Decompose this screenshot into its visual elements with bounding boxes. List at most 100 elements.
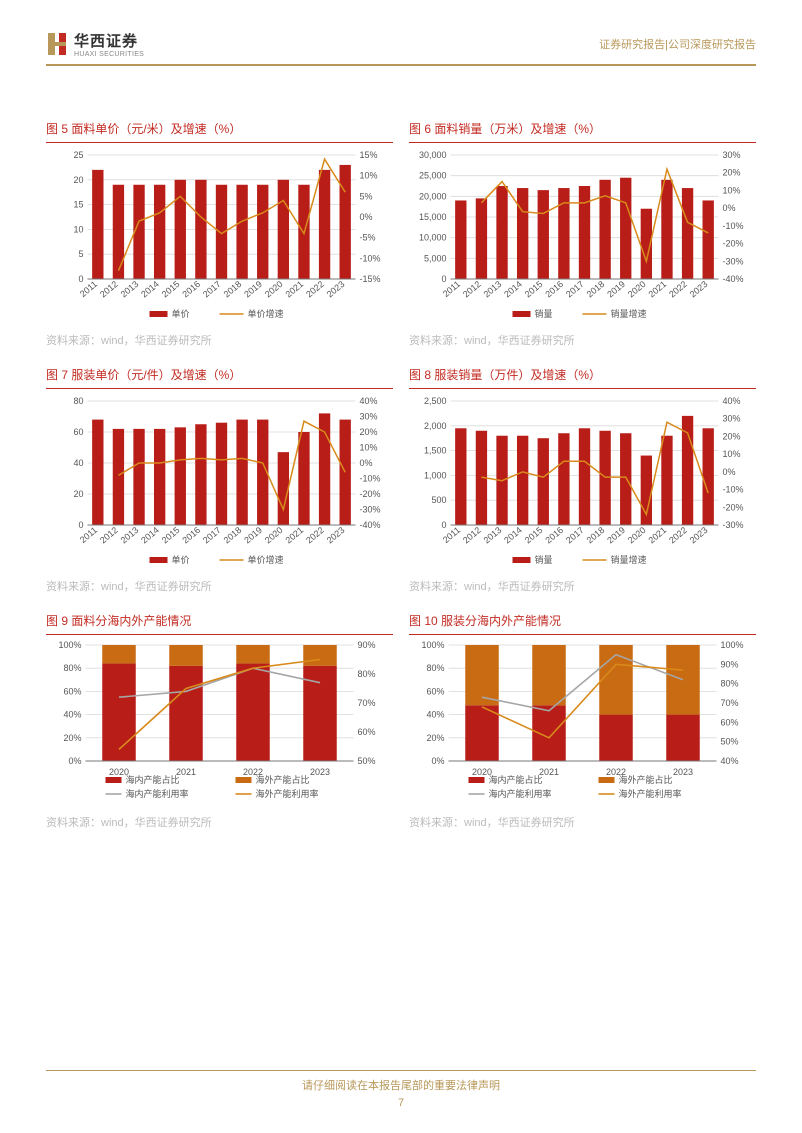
- svg-text:销量: 销量: [535, 308, 553, 319]
- svg-text:5%: 5%: [360, 191, 373, 201]
- svg-text:2014: 2014: [502, 279, 524, 300]
- svg-text:单价增速: 单价增速: [248, 554, 284, 565]
- svg-text:10%: 10%: [360, 171, 378, 181]
- svg-text:2013: 2013: [119, 279, 141, 300]
- svg-text:2018: 2018: [222, 279, 244, 300]
- svg-text:2017: 2017: [564, 279, 586, 300]
- svg-text:2022: 2022: [304, 525, 326, 546]
- fig8-chart: 05001,0001,5002,0002,500-30%-20%-10%0%10…: [409, 393, 756, 573]
- svg-text:2013: 2013: [482, 525, 504, 546]
- svg-text:海外产能占比: 海外产能占比: [619, 774, 673, 785]
- fig5-source: 资料来源：wind，华西证券研究所: [46, 327, 393, 362]
- svg-text:90%: 90%: [721, 659, 739, 669]
- svg-text:2017: 2017: [201, 525, 223, 546]
- svg-text:-10%: -10%: [360, 253, 381, 263]
- svg-text:-30%: -30%: [723, 256, 744, 266]
- svg-text:-20%: -20%: [723, 502, 744, 512]
- svg-text:2023: 2023: [688, 279, 710, 300]
- svg-text:2,500: 2,500: [424, 396, 447, 406]
- fig6-block: 图 6 面料销量（万米）及增速（%） 05,00010,00015,00020,…: [409, 116, 756, 362]
- svg-text:30%: 30%: [723, 150, 741, 160]
- page-header: 华西证券 HUAXI SECURITIES 证券研究报告|公司深度研究报告: [46, 30, 756, 66]
- svg-text:2013: 2013: [482, 279, 504, 300]
- svg-text:25,000: 25,000: [419, 171, 447, 181]
- svg-text:2016: 2016: [543, 525, 565, 546]
- svg-text:2014: 2014: [139, 525, 161, 546]
- svg-text:2019: 2019: [242, 279, 264, 300]
- svg-text:2017: 2017: [201, 279, 223, 300]
- svg-text:-10%: -10%: [360, 474, 381, 484]
- svg-text:2016: 2016: [180, 525, 202, 546]
- svg-text:2021: 2021: [283, 525, 305, 546]
- svg-text:40%: 40%: [723, 396, 741, 406]
- svg-text:40%: 40%: [63, 710, 81, 720]
- svg-text:0%: 0%: [360, 212, 373, 222]
- svg-text:50%: 50%: [358, 756, 376, 766]
- svg-text:-10%: -10%: [723, 221, 744, 231]
- svg-text:20: 20: [73, 175, 83, 185]
- svg-text:2021: 2021: [646, 279, 668, 300]
- svg-text:2021: 2021: [283, 279, 305, 300]
- svg-text:10%: 10%: [360, 443, 378, 453]
- svg-text:2023: 2023: [325, 525, 347, 546]
- svg-text:销量增速: 销量增速: [611, 308, 647, 319]
- fig9-chart: 0%20%40%60%80%100%50%60%70%80%90%2020202…: [46, 639, 393, 809]
- svg-text:80%: 80%: [63, 663, 81, 673]
- svg-text:销量增速: 销量增速: [611, 554, 647, 565]
- svg-text:2015: 2015: [160, 279, 182, 300]
- svg-text:40%: 40%: [721, 756, 739, 766]
- fig6-title: 图 6 面料销量（万米）及增速（%）: [409, 116, 756, 143]
- page-number: 7: [0, 1097, 802, 1109]
- svg-text:2021: 2021: [646, 525, 668, 546]
- svg-text:60%: 60%: [358, 727, 376, 737]
- svg-text:20%: 20%: [723, 168, 741, 178]
- svg-text:单价: 单价: [172, 308, 190, 319]
- svg-text:10%: 10%: [723, 449, 741, 459]
- svg-text:60: 60: [73, 427, 83, 437]
- svg-text:1,500: 1,500: [424, 446, 447, 456]
- svg-text:-5%: -5%: [360, 233, 376, 243]
- svg-text:5,000: 5,000: [424, 253, 447, 263]
- svg-text:15: 15: [73, 200, 83, 210]
- svg-text:2022: 2022: [667, 525, 689, 546]
- huaxi-logo-icon: [46, 31, 68, 57]
- fig9-block: 图 9 面料分海内外产能情况 0%20%40%60%80%100%50%60%7…: [46, 608, 393, 844]
- svg-text:10,000: 10,000: [419, 233, 447, 243]
- logo-cn: 华西证券: [74, 30, 144, 51]
- svg-text:15,000: 15,000: [419, 212, 447, 222]
- fig5-chart: 0510152025-15%-10%-5%0%5%10%15%201120122…: [46, 147, 393, 327]
- svg-text:海外产能利用率: 海外产能利用率: [256, 788, 319, 799]
- svg-text:0%: 0%: [68, 756, 81, 766]
- svg-text:海内产能利用率: 海内产能利用率: [126, 788, 189, 799]
- svg-text:20,000: 20,000: [419, 191, 447, 201]
- charts-grid: 图 5 面料单价（元/米）及增速（%） 0510152025-15%-10%-5…: [46, 116, 756, 844]
- svg-text:2016: 2016: [543, 279, 565, 300]
- svg-text:海外产能占比: 海外产能占比: [256, 774, 310, 785]
- svg-text:30%: 30%: [723, 414, 741, 424]
- svg-text:海外产能利用率: 海外产能利用率: [619, 788, 682, 799]
- fig6-source: 资料来源：wind，华西证券研究所: [409, 327, 756, 362]
- svg-text:60%: 60%: [63, 686, 81, 696]
- fig7-source: 资料来源：wind，华西证券研究所: [46, 573, 393, 608]
- svg-text:2012: 2012: [461, 525, 483, 546]
- svg-text:15%: 15%: [360, 150, 378, 160]
- svg-text:60%: 60%: [721, 717, 739, 727]
- svg-text:2015: 2015: [160, 525, 182, 546]
- svg-text:2014: 2014: [502, 525, 524, 546]
- svg-text:-30%: -30%: [360, 505, 381, 515]
- fig5-block: 图 5 面料单价（元/米）及增速（%） 0510152025-15%-10%-5…: [46, 116, 393, 362]
- svg-text:40%: 40%: [360, 396, 378, 406]
- svg-text:2019: 2019: [242, 525, 264, 546]
- page-footer: 请仔细阅读在本报告尾部的重要法律声明 7: [0, 1070, 802, 1109]
- fig10-source: 资料来源：wind，华西证券研究所: [409, 809, 756, 844]
- svg-text:10: 10: [73, 224, 83, 234]
- svg-text:1,000: 1,000: [424, 470, 447, 480]
- svg-text:0%: 0%: [431, 756, 444, 766]
- svg-text:海内产能利用率: 海内产能利用率: [489, 788, 552, 799]
- svg-text:100%: 100%: [58, 640, 81, 650]
- svg-text:80: 80: [73, 396, 83, 406]
- svg-text:-40%: -40%: [723, 274, 744, 284]
- svg-text:2023: 2023: [688, 525, 710, 546]
- svg-text:-20%: -20%: [360, 489, 381, 499]
- svg-text:2023: 2023: [673, 767, 693, 777]
